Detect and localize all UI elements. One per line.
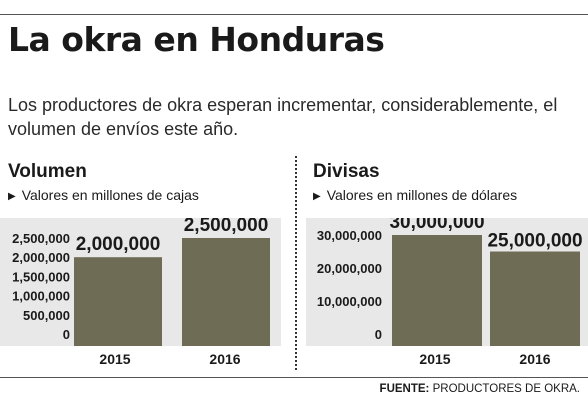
volume-chart-subtitle: ▶ Valores en millones de cajas	[8, 187, 199, 203]
triangle-right-icon: ▶	[8, 191, 16, 202]
currency-chart-title: Divisas	[313, 161, 380, 182]
page-title: La okra en Honduras	[8, 20, 385, 59]
year-labels: 2015 2016 2015 2016	[99, 351, 550, 367]
volume-y-tick-label: 0	[63, 327, 70, 342]
currency-bar-chart: 0 10,000,000 20,000,000 30,000,000 30,000,00…	[317, 218, 583, 346]
volume-subtitle-text: Valores en millones de cajas	[21, 187, 199, 203]
volume-bar-2015	[74, 257, 162, 346]
currency-x-tick-label: 2016	[519, 351, 550, 367]
page-subtitle: Los productores de okra esperan incremen…	[8, 95, 558, 139]
volume-x-tick-label: 2015	[99, 351, 130, 367]
volume-data-label: 2,500,000	[184, 218, 269, 236]
currency-chart-panel: 0 10,000,000 20,000,000 30,000,000 30,000,00…	[306, 218, 588, 346]
currency-data-label: 25,000,000	[487, 231, 582, 252]
currency-bar-2016	[490, 251, 580, 346]
volume-x-tick-label: 2016	[209, 351, 240, 367]
panel-divider	[295, 156, 297, 370]
source-text: PRODUCTORES DE OKRA.	[432, 383, 580, 395]
volume-y-tick-label: 1,500,000	[12, 269, 70, 284]
volume-y-tick-label: 500,000	[23, 308, 70, 323]
volume-y-tick-label: 2,500,000	[12, 231, 70, 246]
currency-y-tick-label: 20,000,000	[317, 261, 382, 276]
top-rule	[0, 14, 588, 15]
volume-bar-2016	[182, 238, 270, 346]
currency-x-tick-label: 2015	[419, 351, 450, 367]
bottom-rule	[0, 377, 588, 378]
currency-y-tick-label: 10,000,000	[317, 294, 382, 309]
triangle-right-icon: ▶	[313, 191, 321, 202]
currency-chart-subtitle: ▶ Valores en millones de dólares	[313, 187, 517, 203]
volume-y-tick-label: 2,000,000	[12, 250, 70, 265]
volume-chart-panel: 0 500,000 1,000,000 1,500,000 2,000,000 2,500…	[0, 218, 281, 346]
currency-y-tick-label: 0	[375, 327, 382, 342]
currency-y-tick-label: 30,000,000	[317, 228, 382, 243]
volume-chart-title: Volumen	[8, 161, 87, 182]
volume-data-label: 2,000,000	[76, 234, 161, 255]
volume-bar-chart: 0 500,000 1,000,000 1,500,000 2,000,000 2,500…	[12, 218, 270, 346]
currency-subtitle-text: Valores en millones de dólares	[326, 187, 518, 203]
currency-bar-2015	[392, 235, 482, 346]
source-note: FUENTE: PRODUCTORES DE OKRA.	[380, 383, 580, 395]
currency-data-label: 30,000,000	[389, 218, 484, 233]
source-label: FUENTE:	[379, 383, 430, 395]
volume-y-tick-label: 1,000,000	[12, 289, 70, 304]
